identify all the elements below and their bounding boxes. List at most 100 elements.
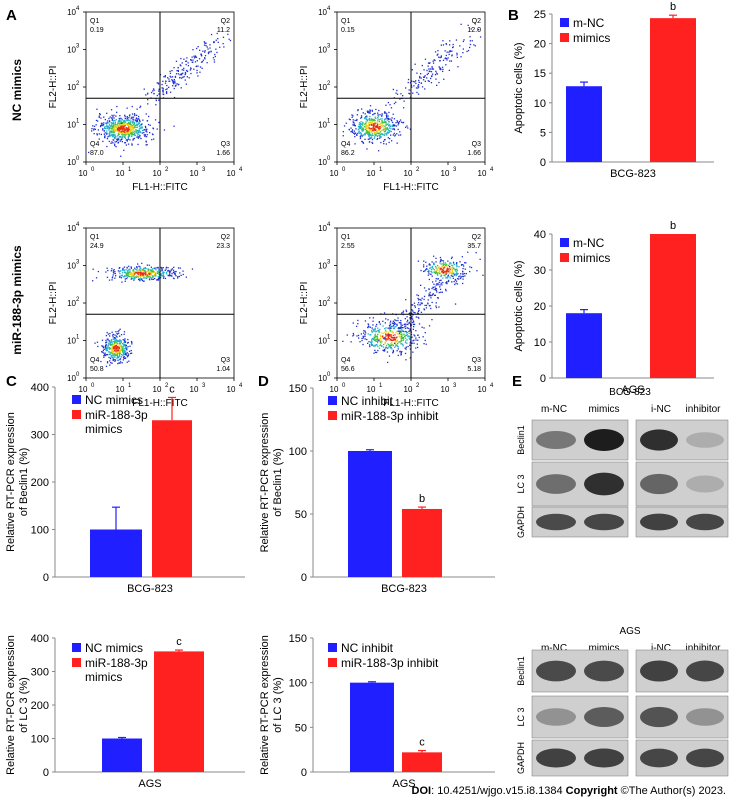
quadrant-name: Q2 [221,234,230,241]
flow-y-tick-label: 10 [67,121,76,130]
flow-y-tick-label: 10 [318,374,327,383]
flow-x-tick-label: 10 [227,385,236,394]
blot-band [640,748,678,768]
blot-band [584,429,624,451]
flow-y-tick-exponent: 4 [327,222,331,228]
flow-x-tick-label: 10 [116,385,125,394]
blot-band [536,431,576,449]
panel-letter-d: D [258,373,269,390]
blot-protein-label: LC 3 [516,474,526,493]
blot-band [686,432,724,448]
flow-scatter-points [92,262,194,367]
significance-marker: b [419,493,425,505]
flow-x-tick-exponent: 1 [379,383,383,389]
legend-label: m-NC [573,16,605,30]
legend-swatch [328,396,337,405]
legend-label: NC mimics [85,641,143,655]
blot-lane-label: i-NC [651,404,671,415]
blot-cell-line: AGS [619,626,640,637]
blot-lane-label: inhibitor [685,643,721,654]
quadrant-percent: 24.9 [90,243,104,250]
bar-chart: 0 100 200 300 400 c AGS Relative RT-PCR express… [5,633,245,790]
flow-y-tick-exponent: 0 [327,156,331,162]
quadrant-percent: 2.55 [341,243,355,250]
flow-x-tick-label: 10 [330,169,339,178]
flow-y-tick-label: 10 [67,374,76,383]
flow-x-tick-label: 10 [190,169,199,178]
legend-label: miR-188-3p inhibit [341,656,439,670]
bar [152,420,192,577]
significance-marker: c [169,383,175,395]
quadrant-percent: 12.0 [467,27,481,34]
significance-marker: b [670,220,676,232]
blot-lane-label: m-NC [541,404,567,415]
y-tick-label: 10 [534,337,546,349]
x-axis-label: BCG-823 [610,168,656,180]
flow-y-tick-exponent: 1 [76,119,80,125]
flow-x-tick-label: 10 [116,169,125,178]
flow-x-tick-exponent: 0 [91,167,95,173]
y-tick-label: 15 [534,68,546,80]
y-tick-label: 0 [301,572,307,584]
y-tick-label: 20 [534,39,546,51]
blot-protein-label: GAPDH [516,742,526,774]
blot-band [686,748,724,768]
flow-y-tick-label: 10 [67,224,76,233]
flow-x-axis-label: FL1-H::FITC [132,182,188,193]
bar-chart: 0 50 100 150 c AGS Relative RT-PCR expression o… [259,633,495,790]
y-axis-label: Apoptotic cells (%) [513,260,525,351]
flow-y-tick-exponent: 3 [76,260,80,266]
y-axis-label: of LC 3 (%) [18,677,30,733]
flow-y-axis-label: FL2-H::PI [48,282,59,325]
blot-band [640,513,678,531]
copyright-text: ©The Author(s) 2023. [617,785,726,797]
flow-scatter-points [342,22,482,152]
flow-x-tick-label: 10 [227,169,236,178]
legend-swatch [72,395,81,404]
flow-x-tick-label: 10 [478,385,487,394]
western-blot-group: AGS m-NC mimics i-NC inhibitor Beclin1 LC 3 GAP… [516,626,729,777]
legend-swatch [72,643,81,652]
quadrant-percent: 0.15 [341,27,355,34]
flow-scatter-points [88,32,232,157]
legend-label-cont: mimics [85,670,122,684]
legend-label: mimics [573,251,610,265]
y-tick-label: 100 [31,525,49,537]
quadrant-name: Q1 [341,234,350,241]
flow-x-tick-exponent: 4 [239,383,243,389]
flow-y-tick-exponent: 2 [327,297,331,303]
blot-band [584,513,624,531]
blot-lane-label: m-NC [541,643,567,654]
quadrant-percent: 1.66 [216,150,230,157]
y-tick-label: 400 [31,633,49,645]
flow-y-tick-label: 10 [67,46,76,55]
flow-x-tick-label: 10 [441,169,450,178]
legend-label: miR-188-3p [85,656,148,670]
bar [154,651,204,772]
bar [402,752,442,772]
legend-label: mimics [573,31,610,45]
x-axis-label: AGS [138,778,161,790]
x-axis-label: BCG-823 [381,583,427,595]
y-tick-label: 100 [31,734,49,746]
blot-band [640,660,678,682]
significance-marker: c [176,636,182,648]
flow-x-tick-exponent: 0 [342,167,346,173]
x-axis-label: AGS [392,778,415,790]
quadrant-percent: 5.18 [467,366,481,373]
legend-swatch [560,253,569,262]
blot-band [686,708,724,726]
bar [102,738,142,772]
quadrant-percent: 0.19 [90,27,104,34]
y-tick-label: 0 [540,157,546,169]
quadrant-percent: 1.66 [467,150,481,157]
y-tick-label: 25 [534,9,546,21]
flow-x-tick-label: 10 [79,169,88,178]
row-label-nc-mimics: NC mimics [10,59,24,121]
flow-y-tick-exponent: 4 [76,6,80,12]
legend-label-cont: mimics [85,422,122,436]
quadrant-percent: 23.3 [216,243,230,250]
y-tick-label: 100 [289,446,307,458]
